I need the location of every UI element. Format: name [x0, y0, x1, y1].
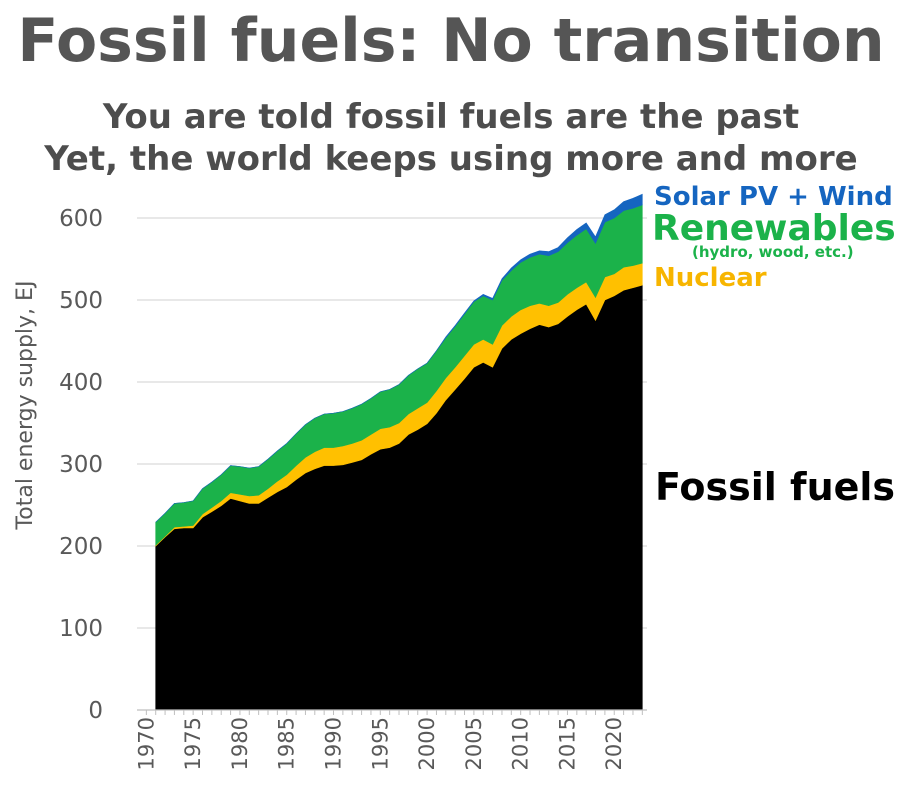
y-tick-label-0: 0 [88, 698, 103, 724]
x-tick-label-2020: 2020 [602, 717, 626, 770]
y-axis-ticks: 0 100 200 300 400 500 600 [59, 206, 103, 724]
y-axis-label: Total energy supply, EJ [13, 281, 38, 531]
series-label-renewables-sub: (hydro, wood, etc.) [692, 243, 854, 261]
area-layers [137, 193, 647, 711]
x-tick-label-2015: 2015 [556, 717, 580, 770]
x-tick-label-1995: 1995 [368, 717, 392, 770]
series-label-fossil-fuels: Fossil fuels [655, 465, 895, 509]
y-tick-label-200: 200 [59, 534, 103, 560]
series-label-solar-wind: Solar PV + Wind [654, 182, 893, 212]
x-tick-label-1970: 1970 [134, 717, 158, 770]
chart-title: Fossil fuels: No transition [17, 6, 885, 76]
x-axis-ticks: 1970 1975 1980 1985 1990 1995 2000 2005 2010 2015… [134, 710, 643, 770]
x-tick-label-1975: 1975 [181, 717, 205, 770]
y-tick-label-100: 100 [59, 616, 103, 642]
y-tick-label-600: 600 [59, 206, 103, 232]
x-tick-label-2000: 2000 [415, 717, 439, 770]
y-tick-label-300: 300 [59, 452, 103, 478]
subtitle-line-2: Yet, the world keeps using more and more [44, 139, 858, 179]
series-label-nuclear: Nuclear [654, 263, 767, 293]
chart-subtitle: You are told fossil fuels are the past Y… [0, 96, 902, 180]
y-tick-label-400: 400 [59, 370, 103, 396]
series-label-renewables: Renewables [652, 208, 896, 249]
x-tick-label-1985: 1985 [275, 717, 299, 770]
x-tick-label-1980: 1980 [228, 717, 252, 770]
x-tick-label-2005: 2005 [462, 717, 486, 770]
area-solar-wind [155, 193, 643, 523]
x-tick-label-1990: 1990 [322, 717, 346, 770]
x-tick-label-2010: 2010 [509, 717, 533, 770]
y-tick-label-500: 500 [59, 288, 103, 314]
subtitle-line-1: You are told fossil fuels are the past [102, 97, 800, 137]
